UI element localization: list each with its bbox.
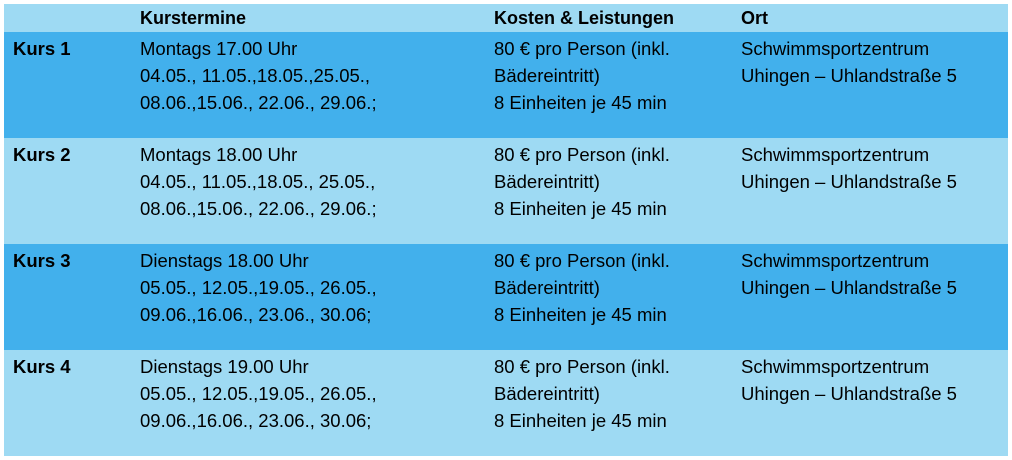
course-dates: Montags 18.00 Uhr 04.05., 11.05.,18.05.,…: [130, 138, 492, 244]
course-location: Schwimmsportzentrum Uhingen – Uhlandstra…: [737, 350, 1008, 456]
course-price: 80 € pro Person (inkl.: [494, 356, 670, 377]
header-course: [4, 4, 130, 32]
course-name: Kurs 3: [13, 250, 71, 271]
course-dates: Dienstags 19.00 Uhr 05.05., 12.05.,19.05…: [130, 350, 492, 456]
location-name: Schwimmsportzentrum: [741, 356, 930, 377]
header-costs: Kosten & Leistungen: [494, 8, 675, 28]
course-price: 80 € pro Person (inkl.: [494, 144, 670, 165]
course-dates-june: 08.06.,15.06., 22.06., 29.06.;: [140, 198, 377, 219]
course-price: 80 € pro Person (inkl.: [494, 38, 670, 59]
course-location: Schwimmsportzentrum Uhingen – Uhlandstra…: [737, 138, 1008, 244]
location-address: Uhingen – Uhlandstraße 5: [741, 383, 957, 404]
course-dates-may: 04.05., 11.05.,18.05., 25.05.,: [140, 171, 376, 192]
location-address: Uhingen – Uhlandstraße 5: [741, 171, 957, 192]
course-location: Schwimmsportzentrum Uhingen – Uhlandstra…: [737, 244, 1008, 350]
table-header-row: Kurstermine Kosten & Leistungen Ort: [4, 4, 1008, 32]
course-costs: 80 € pro Person (inkl. Bädereintritt) 8 …: [492, 138, 737, 244]
table-row: Kurs 1 Montags 17.00 Uhr 04.05., 11.05.,…: [4, 32, 1008, 138]
course-dates-may: 05.05., 12.05.,19.05., 26.05.,: [140, 383, 377, 404]
course-dates-may: 05.05., 12.05.,19.05., 26.05.,: [140, 277, 377, 298]
course-dates-june: 09.06.,16.06., 23.06., 30.06;: [140, 304, 372, 325]
location-address: Uhingen – Uhlandstraße 5: [741, 65, 957, 86]
course-name: Kurs 2: [13, 144, 71, 165]
course-price-note: Bädereintritt): [494, 383, 600, 404]
course-units: 8 Einheiten je 45 min: [494, 410, 667, 431]
table-row: Kurs 3 Dienstags 18.00 Uhr 05.05., 12.05…: [4, 244, 1008, 350]
course-costs: 80 € pro Person (inkl. Bädereintritt) 8 …: [492, 350, 737, 456]
course-costs: 80 € pro Person (inkl. Bädereintritt) 8 …: [492, 32, 737, 138]
location-address: Uhingen – Uhlandstraße 5: [741, 277, 957, 298]
course-schedule-table: Kurstermine Kosten & Leistungen Ort Kurs…: [4, 4, 1008, 456]
course-dates: Montags 17.00 Uhr 04.05., 11.05.,18.05.,…: [130, 32, 492, 138]
table-row: Kurs 2 Montags 18.00 Uhr 04.05., 11.05.,…: [4, 138, 1008, 244]
course-price-note: Bädereintritt): [494, 171, 600, 192]
course-price-note: Bädereintritt): [494, 65, 600, 86]
course-units: 8 Einheiten je 45 min: [494, 92, 667, 113]
course-dates-may: 04.05., 11.05.,18.05.,25.05.,: [140, 65, 371, 86]
course-name: Kurs 4: [13, 356, 71, 377]
course-weekday-time: Montags 17.00 Uhr: [140, 38, 298, 59]
course-weekday-time: Dienstags 18.00 Uhr: [140, 250, 309, 271]
course-weekday-time: Dienstags 19.00 Uhr: [140, 356, 309, 377]
location-name: Schwimmsportzentrum: [741, 250, 930, 271]
location-name: Schwimmsportzentrum: [741, 144, 930, 165]
location-name: Schwimmsportzentrum: [741, 38, 930, 59]
course-costs: 80 € pro Person (inkl. Bädereintritt) 8 …: [492, 244, 737, 350]
course-dates-june: 09.06.,16.06., 23.06., 30.06;: [140, 410, 372, 431]
course-units: 8 Einheiten je 45 min: [494, 304, 667, 325]
course-weekday-time: Montags 18.00 Uhr: [140, 144, 298, 165]
course-dates: Dienstags 18.00 Uhr 05.05., 12.05.,19.05…: [130, 244, 492, 350]
course-price: 80 € pro Person (inkl.: [494, 250, 670, 271]
course-name: Kurs 1: [13, 38, 71, 59]
header-location: Ort: [741, 8, 768, 28]
course-location: Schwimmsportzentrum Uhingen – Uhlandstra…: [737, 32, 1008, 138]
table-row: Kurs 4 Dienstags 19.00 Uhr 05.05., 12.05…: [4, 350, 1008, 456]
course-dates-june: 08.06.,15.06., 22.06., 29.06.;: [140, 92, 377, 113]
course-units: 8 Einheiten je 45 min: [494, 198, 667, 219]
course-price-note: Bädereintritt): [494, 277, 600, 298]
header-dates: Kurstermine: [140, 8, 247, 28]
